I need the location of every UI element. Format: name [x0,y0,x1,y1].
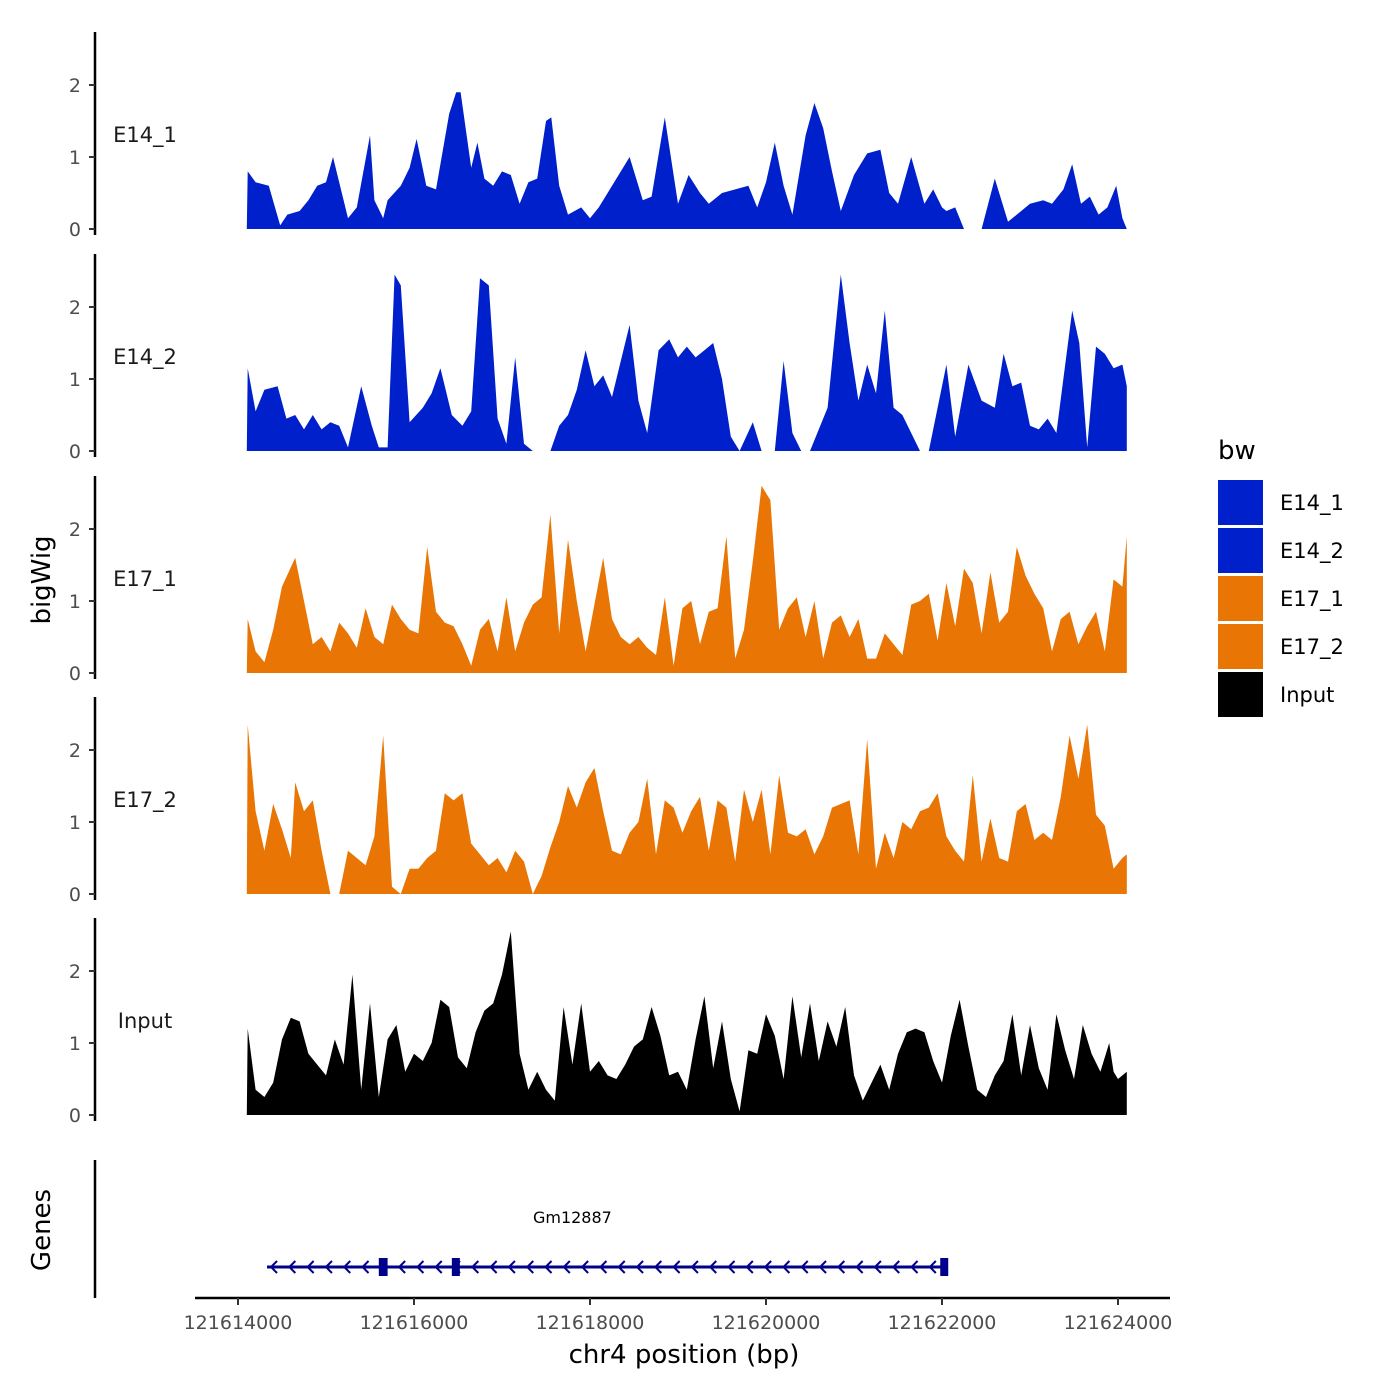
track-E17_1: 0 1 2 E17_1 [69,476,1127,685]
track-E14_2: 0 1 2 E14_2 [69,254,1127,463]
y-tick-label-E14_1-1: 1 [69,147,81,169]
x-tick-label-121622000: 121622000 [888,1312,997,1334]
strand-arrow [800,1260,809,1274]
strand-arrow [525,1260,534,1274]
strand-arrow [287,1260,297,1274]
strand-arrow [928,1260,937,1274]
exon-2 [451,1258,460,1276]
track-label-Input: Input [118,1009,172,1033]
x-tick-label-121618000: 121618000 [536,1312,645,1334]
strand-arrow [690,1260,699,1274]
strand-arrow [653,1260,663,1274]
x-axis: 121614000 121616000 121618000 121620000 1216… [184,1296,1173,1334]
x-tick-label-121620000: 121620000 [712,1312,821,1334]
strand-arrow [727,1260,736,1274]
strand-arrow [672,1260,681,1274]
exon-1 [378,1258,388,1276]
strand-arrow [910,1260,919,1274]
strand-arrow [507,1260,516,1274]
y-tick-label-E17_2-1: 1 [69,812,81,834]
legend: bw E14_1 E14_2 E17_1 E17_2 Input [1218,436,1344,717]
area-E17_2 [246,724,1127,894]
legend-label-E14_2: E14_2 [1280,539,1344,564]
y-tick-label-E17_2-0: 0 [69,884,81,906]
legend-swatch-E17_2 [1218,624,1263,669]
strand-arrow [470,1260,480,1274]
strand-arrow [745,1260,754,1274]
y-tick-label-E17_2-2: 2 [69,740,81,762]
track-label-E14_2: E14_2 [113,345,177,370]
track-label-E17_1: E17_1 [113,567,177,592]
track-E14_1: 0 1 2 E14_1 [69,32,1127,241]
y-tick-label-Input-2: 2 [69,961,81,983]
strand-arrow [342,1260,351,1274]
x-tick-label-121614000: 121614000 [184,1312,293,1334]
x-tick-label-121624000: 121624000 [1064,1312,1173,1334]
x-axis-title: chr4 position (bp) [569,1340,800,1370]
legend-swatch-E17_1 [1218,576,1263,621]
strand-arrow [562,1260,571,1274]
y-tick-label-E14_2-0: 0 [69,441,81,463]
y-tick-label-E17_1-0: 0 [69,663,81,685]
strand-arrow [855,1260,864,1274]
legend-label-Input: Input [1280,683,1334,707]
strand-arrow [324,1260,333,1274]
legend-title: bw [1218,436,1256,466]
strand-arrow [818,1260,827,1274]
y-tick-label-E17_1-1: 1 [69,591,81,613]
strand-arrow [434,1260,443,1274]
gene-label-Gm12887: Gm12887 [533,1208,612,1227]
exon-3 [940,1258,949,1276]
strand-arrow [397,1260,406,1274]
strand-arrow [544,1260,553,1274]
legend-label-E17_1: E17_1 [1280,587,1344,612]
strand-arrow [269,1260,278,1274]
strand-arrow [617,1260,626,1274]
strand-arrow [580,1260,589,1274]
legend-label-E17_2: E17_2 [1280,635,1344,660]
track-label-E17_2: E17_2 [113,788,177,813]
y-tick-label-Input-1: 1 [69,1033,81,1055]
y-tick-label-E14_2-1: 1 [69,369,81,391]
area-E14_1 [246,92,1127,229]
strand-arrow [782,1260,791,1274]
genes-axis-title: Genes [27,1189,57,1271]
area-E17_1 [246,485,1127,673]
legend-swatch-E14_2 [1218,528,1263,573]
track-Input: 0 1 2 Input [69,918,1127,1127]
area-E14_2 [246,274,1127,451]
track-E17_2: 0 1 2 E17_2 [69,697,1127,906]
strand-arrow [708,1260,717,1274]
y-tick-label-E14_1-0: 0 [69,219,81,241]
genes-panel: Gm12887 [93,1160,949,1298]
strand-arrow [416,1260,425,1274]
strand-arrow [635,1260,644,1274]
strand-arrow [836,1260,846,1274]
x-tick-label-121616000: 121616000 [360,1312,469,1334]
y-tick-label-E14_1-2: 2 [69,75,81,97]
strand-arrow [306,1260,315,1274]
strand-arrow [599,1260,608,1274]
area-Input [246,931,1127,1115]
y-tick-label-E17_1-2: 2 [69,519,81,541]
track-label-E14_1: E14_1 [113,123,177,148]
y-tick-label-E14_2-2: 2 [69,297,81,319]
y-axis-title: bigWig [27,535,57,624]
legend-label-E14_1: E14_1 [1280,491,1344,516]
tracks-layer: 0 1 2 E14_1 0 1 2 E14_2 0 1 2 E17_1 0 1 2 E17_2 0 1 2 Input [69,32,1127,1127]
strand-arrow [763,1260,772,1274]
legend-swatch-E14_1 [1218,480,1263,525]
legend-swatch-Input [1218,672,1263,717]
y-tick-label-Input-0: 0 [69,1105,81,1127]
strand-arrow [873,1260,882,1274]
strand-arrow [489,1260,498,1274]
strand-arrow [361,1260,370,1274]
strand-arrow [891,1260,900,1274]
